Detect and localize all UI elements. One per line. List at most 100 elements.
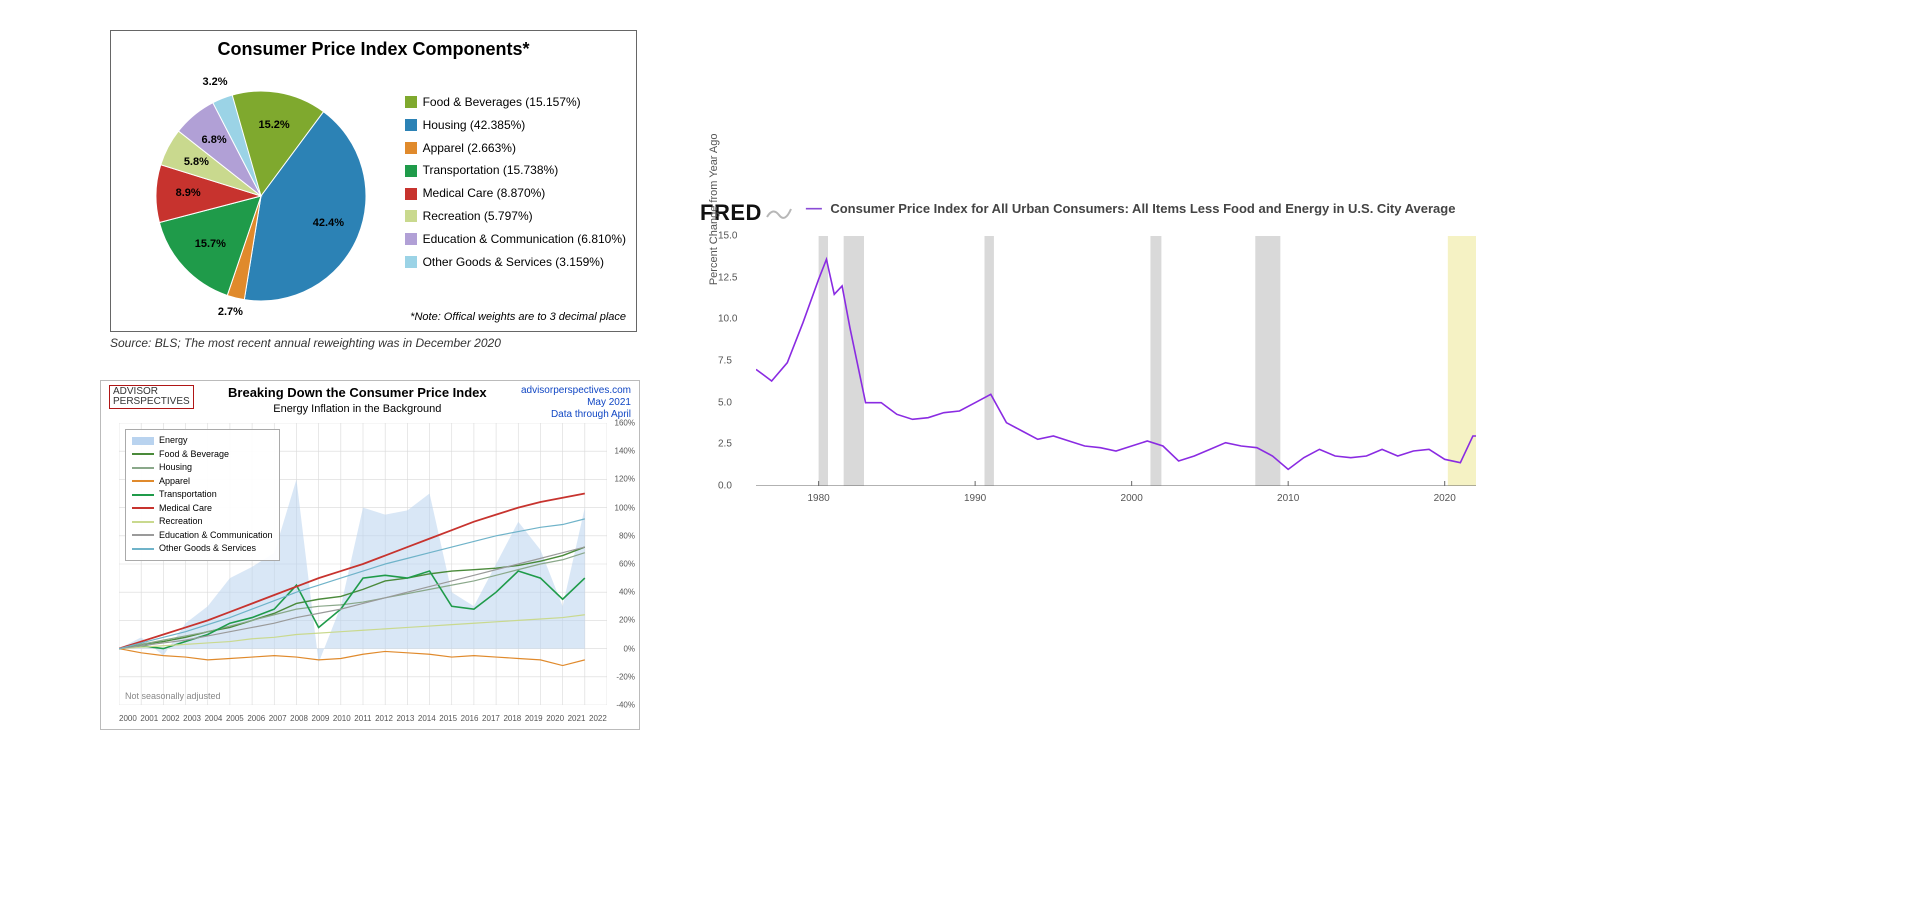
- x-tick-label: 2004: [205, 714, 223, 723]
- line-legend-item: Apparel: [132, 475, 273, 489]
- legend-label: Apparel (2.663%): [423, 137, 516, 160]
- line-subtitle: Energy Inflation in the Background: [273, 403, 441, 415]
- pie-legend-item: Apparel (2.663%): [405, 137, 626, 160]
- x-tick-label: 2003: [183, 714, 201, 723]
- legend-label: Medical Care: [159, 502, 212, 516]
- highlight-band: [1448, 236, 1476, 486]
- x-tick-label: 2013: [396, 714, 414, 723]
- fred-title: Consumer Price Index for All Urban Consu…: [830, 201, 1455, 216]
- y-tick-label: 120%: [615, 475, 635, 484]
- pie-legend-item: Other Goods & Services (3.159%): [405, 251, 626, 274]
- line-title-main: Breaking Down the Consumer Price Index: [228, 385, 487, 400]
- x-tick-label: 2000: [119, 714, 137, 723]
- x-tick-label: 2021: [568, 714, 586, 723]
- legend-swatch: [132, 494, 154, 496]
- x-tick-label: 2002: [162, 714, 180, 723]
- fred-y-tick: 15.0: [718, 231, 737, 242]
- x-tick-label: 2015: [439, 714, 457, 723]
- advisor-perspectives-badge: ADVISOR PERSPECTIVES: [109, 385, 194, 409]
- y-tick-label: 60%: [619, 560, 635, 569]
- fred-x-tick: 2000: [1121, 493, 1143, 504]
- legend-label: Recreation: [159, 515, 203, 529]
- fred-plot-area: Percent Change from Year Ago 0.02.55.07.…: [756, 236, 1476, 486]
- legend-label: Education & Communication: [159, 529, 273, 543]
- line-nsa-note: Not seasonally adjusted: [125, 691, 221, 701]
- x-tick-label: 2016: [461, 714, 479, 723]
- line-legend: EnergyFood & BeverageHousingApparelTrans…: [125, 429, 280, 561]
- pie-slice-label: 3.2%: [202, 76, 227, 88]
- fred-x-tick: 1990: [964, 493, 986, 504]
- fred-x-tick: 2020: [1434, 493, 1456, 504]
- legend-swatch: [132, 453, 154, 455]
- line-legend-item: Other Goods & Services: [132, 542, 273, 556]
- fred-header: FRED — Consumer Price Index for All Urba…: [700, 200, 1500, 226]
- recession-band: [819, 236, 828, 486]
- legend-label: Recreation (5.797%): [423, 205, 533, 228]
- line-plot-area: EnergyFood & BeverageHousingApparelTrans…: [119, 423, 607, 705]
- fred-chart: [756, 236, 1476, 486]
- x-tick-label: 2001: [140, 714, 158, 723]
- pie-slice-label: 15.7%: [195, 238, 226, 250]
- y-tick-label: 160%: [615, 419, 635, 428]
- pie-chart: [121, 76, 401, 316]
- line-yaxis-labels: -40%-20%0%20%40%60%80%100%120%140%160%: [609, 423, 635, 705]
- fred-y-tick: 7.5: [718, 356, 732, 367]
- pie-title: Consumer Price Index Components*: [111, 39, 636, 60]
- fred-logo-icon: [766, 205, 792, 221]
- pie-legend-item: Housing (42.385%): [405, 114, 626, 137]
- recession-band: [985, 236, 994, 486]
- fred-ylabel: Percent Change from Year Ago: [708, 133, 720, 285]
- pie-source: Source: BLS; The most recent annual rewe…: [110, 336, 635, 350]
- series-line: [119, 649, 585, 666]
- fred-y-tick: 2.5: [718, 439, 732, 450]
- y-tick-label: 20%: [619, 616, 635, 625]
- y-tick-label: 100%: [615, 503, 635, 512]
- line-title: Breaking Down the Consumer Price Index E…: [194, 385, 521, 415]
- line-legend-item: Transportation: [132, 488, 273, 502]
- legend-label: Food & Beverage: [159, 448, 229, 462]
- legend-swatch: [132, 437, 154, 445]
- x-tick-label: 2019: [525, 714, 543, 723]
- legend-swatch: [405, 165, 417, 177]
- x-tick-label: 2017: [482, 714, 500, 723]
- pie-slice-label: 15.2%: [259, 119, 290, 131]
- pie-slice-label: 2.7%: [218, 306, 243, 318]
- fred-x-tick: 1980: [807, 493, 829, 504]
- x-tick-label: 2018: [503, 714, 521, 723]
- line-legend-item: Food & Beverage: [132, 448, 273, 462]
- pie-legend-item: Medical Care (8.870%): [405, 182, 626, 205]
- legend-label: Transportation (15.738%): [423, 159, 559, 182]
- x-tick-label: 2020: [546, 714, 564, 723]
- fred-y-tick: 12.5: [718, 272, 737, 283]
- line-header-right: advisorperspectives.com May 2021 Data th…: [521, 385, 631, 421]
- fred-y-tick: 0.0: [718, 481, 732, 492]
- y-tick-label: 0%: [623, 644, 635, 653]
- x-tick-label: 2007: [269, 714, 287, 723]
- legend-swatch: [405, 96, 417, 108]
- x-tick-label: 2010: [333, 714, 351, 723]
- legend-swatch: [132, 480, 154, 482]
- pie-legend: Food & Beverages (15.157%)Housing (42.38…: [405, 91, 626, 273]
- y-tick-label: 140%: [615, 447, 635, 456]
- legend-swatch: [405, 210, 417, 222]
- line-header: ADVISOR PERSPECTIVES Breaking Down the C…: [101, 381, 639, 421]
- pie-slice-label: 8.9%: [176, 187, 201, 199]
- cpi-breakdown-line-panel: ADVISOR PERSPECTIVES Breaking Down the C…: [100, 380, 640, 730]
- pie-slice-label: 5.8%: [184, 156, 209, 168]
- legend-swatch: [405, 142, 417, 154]
- legend-label: Other Goods & Services: [159, 542, 256, 556]
- y-tick-label: 40%: [619, 588, 635, 597]
- legend-swatch: [132, 467, 154, 469]
- pie-slice-label: 42.4%: [313, 217, 344, 229]
- recession-band: [1150, 236, 1161, 486]
- legend-swatch: [132, 521, 154, 523]
- line-legend-item: Recreation: [132, 515, 273, 529]
- x-tick-label: 2008: [290, 714, 308, 723]
- pie-legend-item: Transportation (15.738%): [405, 159, 626, 182]
- badge-bottom: PERSPECTIVES: [113, 396, 190, 407]
- legend-label: Apparel: [159, 475, 190, 489]
- y-tick-label: -20%: [616, 672, 635, 681]
- fred-title-block: — Consumer Price Index for All Urban Con…: [802, 200, 1456, 218]
- legend-swatch: [132, 534, 154, 536]
- line-xaxis-labels: 2000200120022003200420052006200720082009…: [119, 714, 607, 723]
